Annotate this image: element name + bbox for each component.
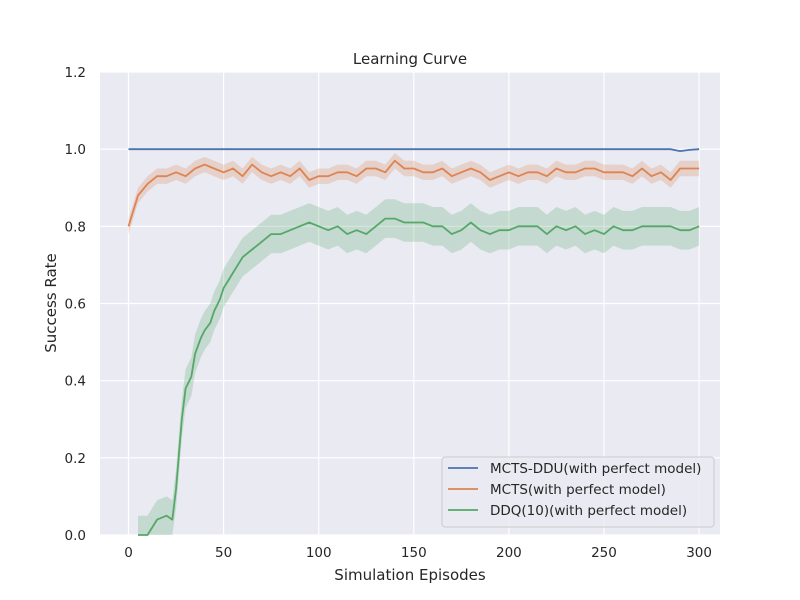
y-tick-label: 1.2 (65, 65, 86, 81)
y-tick-label: 1.0 (65, 142, 86, 158)
y-tick-label: 0.4 (65, 374, 86, 390)
mcts-with-perfect-model-band (128, 153, 700, 235)
x-tick-labels: 0 50 100 150 200 250 300 (124, 545, 712, 561)
chart-title: Learning Curve (353, 50, 467, 68)
y-axis-label: Success Rate (42, 253, 60, 353)
y-tick-label: 0.2 (65, 451, 86, 467)
mcts-ddu-with-perfect-model-line (128, 148, 700, 153)
x-axis-label: Simulation Episodes (334, 566, 486, 584)
legend-box (441, 456, 715, 528)
mcts-with-perfect-model-line (127, 159, 700, 227)
x-tick-label: 200 (496, 545, 522, 561)
x-tick-label: 100 (306, 545, 332, 561)
x-tick-label: 150 (401, 545, 427, 561)
x-tick-label: 300 (686, 545, 712, 561)
y-tick-labels: 0.0 0.2 0.4 0.6 0.8 1.0 1.2 (65, 65, 86, 544)
y-tick-label: 0.6 (65, 297, 86, 313)
legend-label: MCTS-DDU(with perfect model) (490, 461, 701, 477)
x-tick-label: 250 (591, 545, 617, 561)
legend: MCTS-DDU(with perfect model) MCTS(with pe… (441, 456, 715, 528)
legend-label: DDQ(10)(with perfect model) (490, 503, 687, 519)
x-tick-label: 50 (215, 545, 232, 561)
series-lines (127, 148, 700, 536)
x-tick-label: 0 (124, 545, 133, 561)
ddq-10-with-perfect-model-band (138, 199, 700, 536)
ddq-10-with-perfect-model-line (138, 217, 700, 536)
legend-label: MCTS(with perfect model) (490, 482, 666, 498)
confidence-bands (128, 153, 700, 536)
y-tick-label: 0.0 (65, 528, 86, 544)
y-tick-label: 0.8 (65, 219, 86, 235)
